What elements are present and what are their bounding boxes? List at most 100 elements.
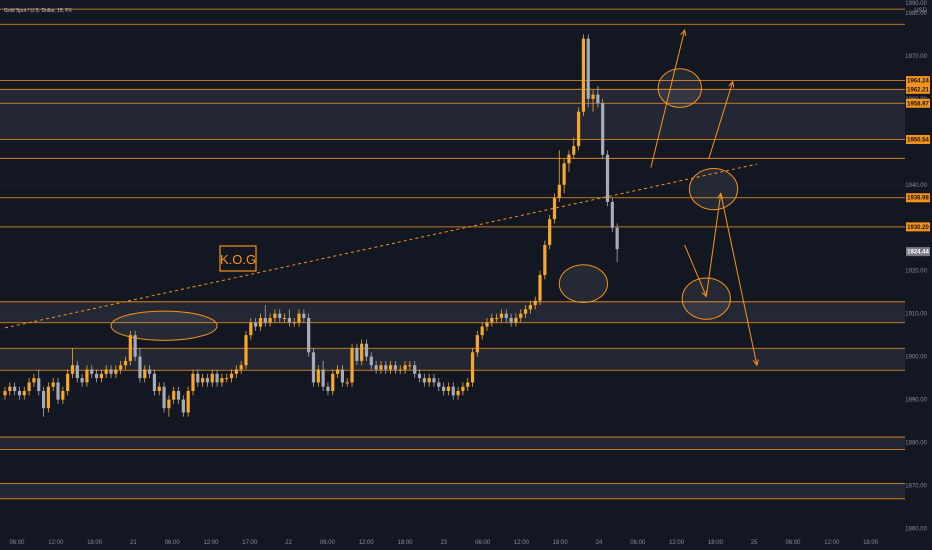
bull-candle (210, 373, 214, 383)
bear-candle (509, 317, 513, 323)
price-label-text: 1964.24 (907, 79, 929, 85)
bear-candle (355, 348, 359, 361)
bear-candle (138, 356, 142, 379)
bull-candle (297, 313, 301, 323)
price-tick-label: 1980.00 (905, 11, 927, 17)
bear-candle (17, 391, 22, 396)
bull-candle (167, 399, 171, 409)
bear-candle (13, 386, 17, 392)
bull-candle (470, 352, 475, 383)
bull-candle (403, 365, 407, 370)
bull-candle (234, 369, 238, 374)
bear-candle (80, 378, 84, 383)
bull-candle (485, 322, 489, 327)
price-label-tag (906, 98, 930, 108)
bull-candle (143, 369, 147, 379)
bull-candle (557, 184, 561, 198)
bull-candle (480, 326, 484, 336)
bull-candle (379, 365, 383, 370)
bear-candle (586, 38, 590, 99)
bear-candle (596, 94, 600, 104)
bear-candle (287, 317, 291, 323)
bull-candle (229, 373, 234, 379)
bull-candle (22, 391, 26, 396)
time-tick-label: 06:00 (9, 540, 25, 546)
time-tick-label: 18:00 (87, 540, 103, 546)
price-zones (0, 89, 905, 499)
bull-candle (123, 360, 128, 366)
bull-candle (446, 386, 451, 392)
bear-candle (413, 365, 417, 374)
price-tick-label: 1910.00 (905, 312, 927, 318)
bull-candle (398, 369, 402, 371)
price-tick-label: 1890.00 (905, 398, 927, 404)
bear-candle (442, 386, 446, 392)
bull-candle (581, 38, 585, 112)
bull-candle (85, 369, 89, 383)
bull-candle (335, 369, 340, 374)
arrow-line (705, 193, 722, 297)
bear-candle (605, 154, 610, 202)
bear-candle (152, 373, 157, 392)
price-tick-label: 1880.00 (905, 441, 927, 447)
price-label-text: 1950.54 (907, 137, 929, 143)
candles (3, 34, 619, 417)
price-label-tag (906, 84, 930, 94)
bear-candle (432, 378, 436, 383)
bear-candle (90, 369, 94, 374)
bull-candle (528, 305, 532, 310)
price-label-text: 1962.21 (907, 87, 929, 93)
price-zone (0, 89, 905, 140)
bull-candle (70, 365, 75, 374)
bear-candle (37, 378, 41, 392)
trendline (4, 163, 758, 329)
bull-candle (114, 369, 118, 374)
kog-label: K.O.G (220, 252, 256, 267)
bear-candle (196, 373, 200, 383)
price-tick-label: 1920.00 (905, 269, 927, 275)
time-tick-label: 21 (130, 540, 137, 546)
ellipse-annotation (688, 167, 739, 211)
time-tick-label: 12:00 (514, 540, 530, 546)
current-price-text: 1924.44 (907, 250, 929, 256)
ellipse-annotation (657, 68, 702, 108)
bear-candle (215, 373, 219, 383)
bear-candle (94, 373, 99, 379)
bull-candle (258, 317, 263, 327)
bull-candle (572, 146, 576, 155)
time-tick-label: 12:00 (48, 540, 64, 546)
bull-candle (191, 373, 195, 392)
bull-candle (519, 313, 523, 318)
bull-candle (186, 391, 190, 413)
bull-candle (552, 197, 557, 220)
bear-candle (393, 365, 398, 370)
bull-candle (268, 317, 272, 323)
arrow-head (752, 359, 759, 367)
bull-candle (119, 365, 123, 370)
bull-candle (8, 386, 12, 392)
bull-candle (427, 378, 431, 383)
ellipse-annotations (110, 68, 739, 341)
arrow-line (650, 29, 686, 168)
time-axis[interactable]: 06:00 12:00 18:00 21 06:00 12:00 17:00 22 06:00 1… (9, 540, 878, 546)
bear-candle (254, 322, 258, 327)
time-tick-label: 12:00 (824, 540, 840, 546)
price-axis-top-label: 1990.00 (905, 1, 927, 7)
bull-candle (292, 322, 296, 324)
bull-candle (514, 317, 518, 323)
bull-candle (201, 378, 205, 383)
bear-candle (307, 317, 311, 353)
bear-candle (437, 382, 441, 387)
bull-candle (128, 335, 132, 361)
bear-candle (302, 313, 306, 318)
bull-candle (27, 382, 31, 392)
arrow-line (708, 81, 734, 160)
price-label-tag (906, 193, 930, 203)
bull-candle (61, 391, 65, 400)
bull-candle (350, 348, 354, 383)
time-tick-label: 12:00 (359, 540, 375, 546)
time-tick-label: 06:00 (475, 540, 491, 546)
bear-candle (162, 386, 166, 409)
